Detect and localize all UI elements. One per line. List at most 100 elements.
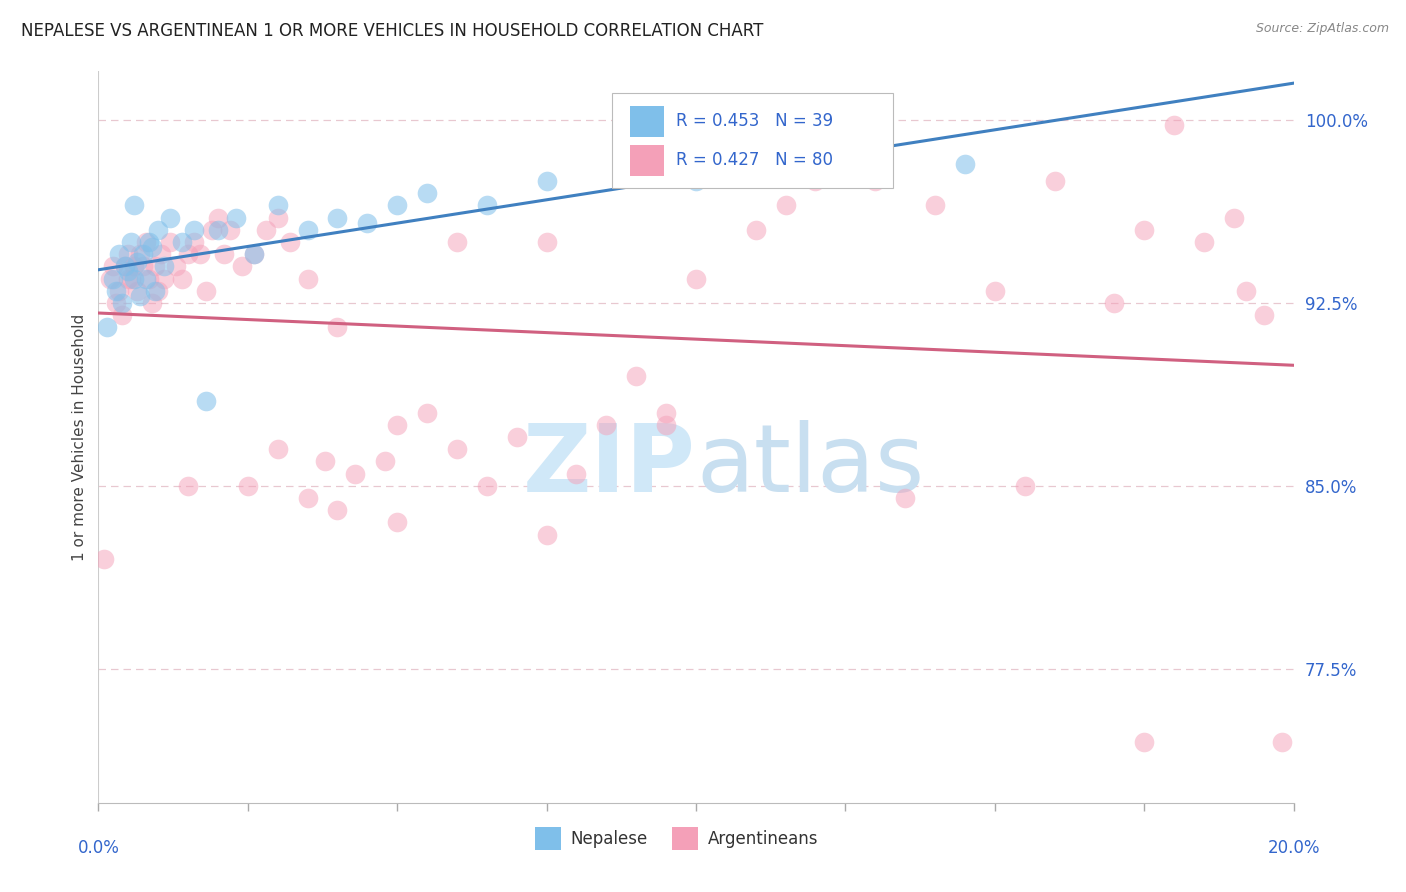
Point	[446, 442, 468, 457]
Point	[1234, 284, 1257, 298]
Point	[148, 284, 170, 298]
Point	[96, 320, 118, 334]
Point	[1133, 223, 1156, 237]
Point	[254, 223, 277, 237]
Point	[117, 247, 139, 261]
Point	[536, 527, 558, 541]
Point	[195, 393, 218, 408]
Point	[207, 211, 229, 225]
Point	[138, 271, 160, 285]
Point	[775, 161, 797, 176]
Text: R = 0.453   N = 39: R = 0.453 N = 39	[676, 112, 832, 130]
Point	[114, 260, 136, 274]
Point	[356, 215, 378, 229]
Point	[219, 223, 242, 237]
Point	[243, 247, 266, 261]
Text: atlas: atlas	[696, 420, 924, 512]
Point	[536, 174, 558, 188]
Point	[105, 284, 128, 298]
Point	[201, 223, 224, 237]
Point	[141, 240, 163, 254]
Point	[565, 467, 588, 481]
Point	[129, 247, 152, 261]
Point	[865, 174, 887, 188]
Point	[1223, 211, 1246, 225]
Point	[385, 417, 409, 432]
Point	[183, 235, 205, 249]
Point	[626, 167, 648, 181]
Point	[188, 247, 211, 261]
Point	[207, 223, 229, 237]
Point	[236, 479, 259, 493]
FancyBboxPatch shape	[613, 94, 893, 188]
Point	[804, 174, 827, 188]
Point	[124, 198, 146, 212]
Point	[108, 284, 131, 298]
Point	[1163, 118, 1185, 132]
Point	[195, 284, 218, 298]
Point	[148, 223, 170, 237]
Point	[326, 211, 349, 225]
Point	[177, 479, 200, 493]
Text: Nepalese: Nepalese	[571, 830, 648, 847]
Point	[953, 157, 976, 171]
Point	[120, 271, 142, 285]
Point	[129, 288, 152, 302]
Point	[143, 284, 166, 298]
Point	[150, 247, 173, 261]
Point	[127, 284, 149, 298]
Point	[1253, 308, 1275, 322]
Point	[120, 235, 142, 249]
Bar	[630, 145, 664, 176]
Point	[297, 491, 319, 505]
Point	[297, 223, 319, 237]
Point	[153, 260, 176, 274]
Point	[1104, 296, 1126, 310]
Point	[98, 271, 122, 285]
Point	[103, 260, 125, 274]
Bar	[672, 827, 699, 850]
Point	[124, 260, 146, 274]
Point	[506, 430, 529, 444]
Point	[132, 260, 155, 274]
Point	[267, 442, 290, 457]
Point	[243, 247, 266, 261]
Point	[105, 296, 128, 310]
Point	[114, 260, 136, 274]
Bar	[630, 106, 664, 137]
Point	[1192, 235, 1215, 249]
Point	[135, 235, 157, 249]
Point	[1014, 479, 1036, 493]
Point	[984, 284, 1007, 298]
Point	[108, 247, 131, 261]
Point	[326, 503, 349, 517]
Point	[685, 271, 707, 285]
Point	[172, 271, 194, 285]
Point	[655, 417, 678, 432]
Point	[177, 247, 200, 261]
Text: Source: ZipAtlas.com: Source: ZipAtlas.com	[1256, 22, 1389, 36]
Point	[894, 491, 917, 505]
Point	[297, 271, 319, 285]
Point	[159, 211, 181, 225]
Text: 0.0%: 0.0%	[77, 839, 120, 857]
Point	[1271, 735, 1294, 749]
Y-axis label: 1 or more Vehicles in Household: 1 or more Vehicles in Household	[72, 313, 87, 561]
Point	[416, 406, 439, 420]
Point	[138, 235, 160, 249]
Point	[475, 198, 498, 212]
Point	[183, 223, 205, 237]
Point	[595, 417, 617, 432]
Point	[212, 247, 235, 261]
Point	[172, 235, 194, 249]
Point	[865, 150, 887, 164]
Point	[231, 260, 253, 274]
Text: 20.0%: 20.0%	[1267, 839, 1320, 857]
Text: NEPALESE VS ARGENTINEAN 1 OR MORE VEHICLES IN HOUSEHOLD CORRELATION CHART: NEPALESE VS ARGENTINEAN 1 OR MORE VEHICL…	[21, 22, 763, 40]
Point	[143, 260, 166, 274]
Point	[326, 320, 349, 334]
Point	[626, 369, 648, 384]
Point	[93, 552, 115, 566]
Point	[225, 211, 247, 225]
Point	[117, 271, 139, 285]
